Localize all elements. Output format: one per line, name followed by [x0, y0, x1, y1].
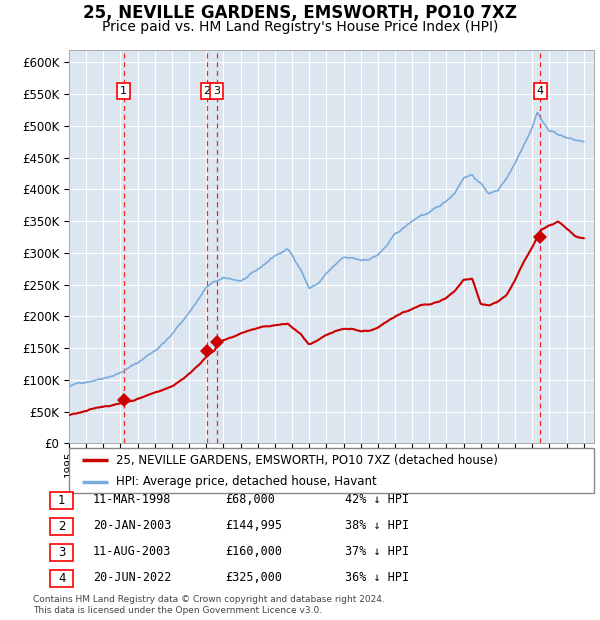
- Text: 11-MAR-1998: 11-MAR-1998: [93, 494, 172, 506]
- Text: 1: 1: [58, 494, 65, 507]
- Text: 25, NEVILLE GARDENS, EMSWORTH, PO10 7XZ: 25, NEVILLE GARDENS, EMSWORTH, PO10 7XZ: [83, 4, 517, 22]
- Text: HPI: Average price, detached house, Havant: HPI: Average price, detached house, Hava…: [116, 475, 377, 488]
- Text: 4: 4: [537, 86, 544, 96]
- Text: 38% ↓ HPI: 38% ↓ HPI: [345, 520, 409, 532]
- Text: This data is licensed under the Open Government Licence v3.0.: This data is licensed under the Open Gov…: [33, 606, 322, 615]
- FancyBboxPatch shape: [69, 448, 594, 493]
- Text: 4: 4: [58, 572, 65, 585]
- Text: 25, NEVILLE GARDENS, EMSWORTH, PO10 7XZ (detached house): 25, NEVILLE GARDENS, EMSWORTH, PO10 7XZ …: [116, 454, 498, 467]
- FancyBboxPatch shape: [50, 570, 73, 587]
- Text: 37% ↓ HPI: 37% ↓ HPI: [345, 546, 409, 558]
- Text: 1: 1: [120, 86, 127, 96]
- Text: 11-AUG-2003: 11-AUG-2003: [93, 546, 172, 558]
- Text: 42% ↓ HPI: 42% ↓ HPI: [345, 494, 409, 506]
- Text: Price paid vs. HM Land Registry's House Price Index (HPI): Price paid vs. HM Land Registry's House …: [102, 20, 498, 34]
- FancyBboxPatch shape: [50, 492, 73, 508]
- FancyBboxPatch shape: [50, 518, 73, 534]
- Text: £160,000: £160,000: [225, 546, 282, 558]
- FancyBboxPatch shape: [50, 544, 73, 560]
- Text: £144,995: £144,995: [225, 520, 282, 532]
- Text: 3: 3: [213, 86, 220, 96]
- Text: £68,000: £68,000: [225, 494, 275, 506]
- Text: Contains HM Land Registry data © Crown copyright and database right 2024.: Contains HM Land Registry data © Crown c…: [33, 595, 385, 604]
- Text: £325,000: £325,000: [225, 572, 282, 584]
- Text: 20-JAN-2003: 20-JAN-2003: [93, 520, 172, 532]
- Text: 20-JUN-2022: 20-JUN-2022: [93, 572, 172, 584]
- Text: 2: 2: [203, 86, 211, 96]
- Text: 36% ↓ HPI: 36% ↓ HPI: [345, 572, 409, 584]
- Text: 2: 2: [58, 520, 65, 533]
- Text: 3: 3: [58, 546, 65, 559]
